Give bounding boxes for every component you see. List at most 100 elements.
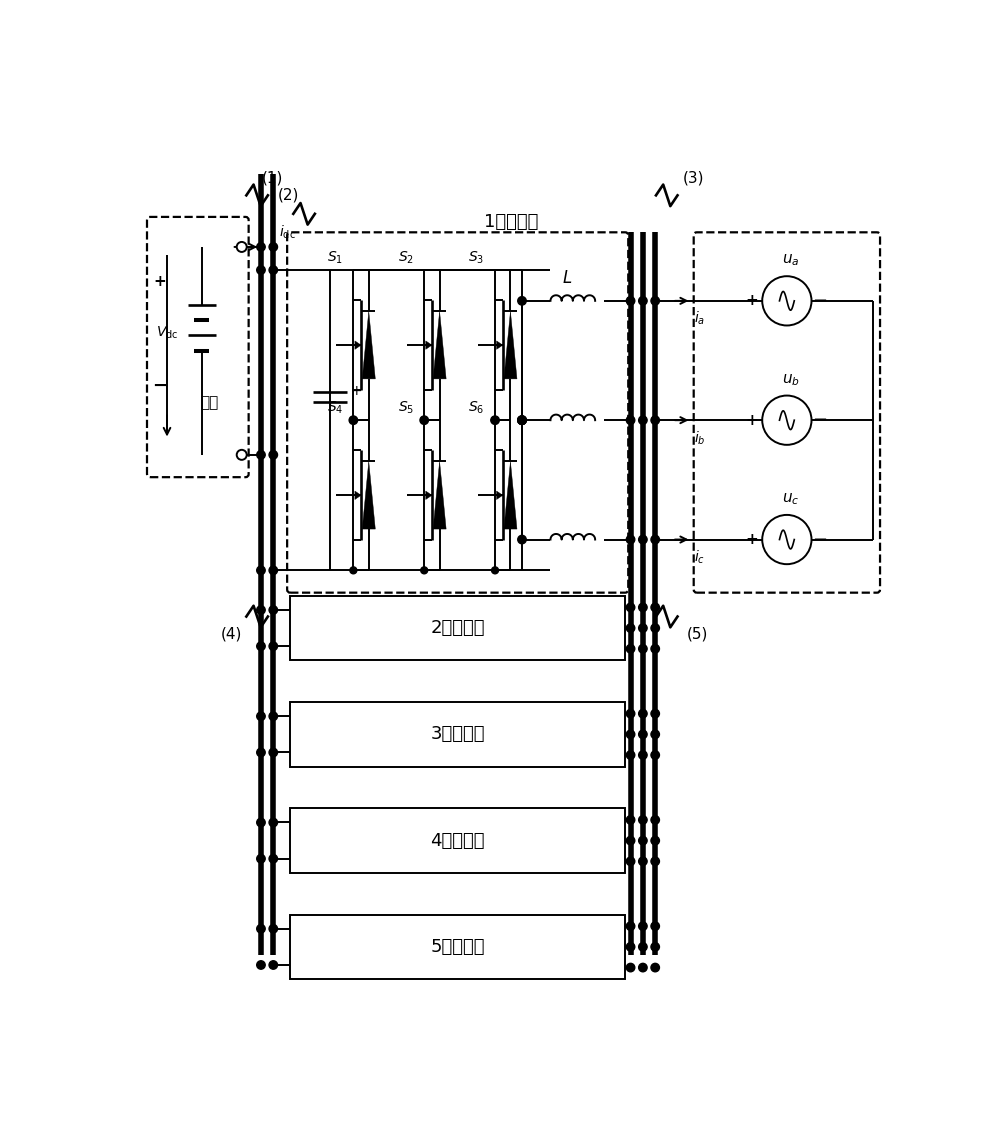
Circle shape (349, 416, 358, 425)
Circle shape (257, 266, 265, 275)
Circle shape (350, 567, 357, 574)
Circle shape (257, 854, 265, 863)
Circle shape (639, 536, 647, 544)
Bar (290, 808, 625, 873)
Polygon shape (362, 312, 375, 379)
Text: 电池: 电池 (201, 395, 219, 410)
Text: 1号变流器: 1号变流器 (485, 213, 539, 231)
Circle shape (257, 642, 265, 650)
Polygon shape (504, 312, 517, 379)
Circle shape (269, 854, 277, 863)
Circle shape (626, 858, 635, 865)
Text: $i_{b}$: $i_{b}$ (694, 429, 706, 447)
Text: 3号变流器: 3号变流器 (430, 725, 485, 743)
Circle shape (651, 416, 659, 425)
Polygon shape (433, 462, 447, 529)
Text: $S_{3}$: $S_{3}$ (469, 250, 485, 266)
Text: $S_{1}$: $S_{1}$ (327, 250, 343, 266)
Circle shape (626, 816, 635, 824)
Circle shape (639, 751, 647, 759)
Text: (4): (4) (221, 627, 242, 641)
Circle shape (651, 963, 659, 972)
Polygon shape (355, 341, 361, 350)
Circle shape (639, 730, 647, 739)
Circle shape (626, 730, 635, 739)
Text: (2): (2) (278, 188, 299, 203)
Circle shape (492, 567, 499, 574)
Circle shape (651, 751, 659, 759)
Polygon shape (425, 341, 431, 350)
Circle shape (651, 730, 659, 739)
Circle shape (518, 416, 526, 425)
Circle shape (651, 858, 659, 865)
Circle shape (651, 297, 659, 305)
Circle shape (518, 297, 526, 305)
Circle shape (257, 818, 265, 826)
Text: $S_{5}$: $S_{5}$ (397, 400, 414, 416)
Bar (290, 915, 625, 980)
Text: −: − (152, 377, 167, 395)
Polygon shape (355, 491, 361, 500)
Polygon shape (504, 462, 517, 529)
Circle shape (269, 925, 277, 933)
Text: $i_{\rm dc}$: $i_{\rm dc}$ (279, 223, 296, 241)
Circle shape (257, 243, 265, 251)
Polygon shape (497, 491, 503, 500)
Text: $S_{6}$: $S_{6}$ (469, 400, 485, 416)
Circle shape (491, 416, 499, 425)
Circle shape (626, 751, 635, 759)
Polygon shape (425, 491, 431, 500)
Text: $i_{a}$: $i_{a}$ (694, 311, 705, 327)
Text: +: + (351, 383, 362, 398)
Circle shape (492, 417, 499, 424)
Circle shape (420, 567, 427, 574)
Circle shape (518, 416, 526, 425)
Circle shape (651, 710, 659, 717)
Circle shape (639, 921, 647, 930)
Circle shape (269, 243, 277, 251)
Text: $S_{4}$: $S_{4}$ (327, 400, 343, 416)
Circle shape (269, 566, 277, 575)
Circle shape (518, 536, 526, 544)
Circle shape (651, 816, 659, 824)
Circle shape (639, 963, 647, 972)
Circle shape (639, 943, 647, 951)
Circle shape (651, 603, 659, 612)
Text: (3): (3) (683, 170, 705, 185)
Circle shape (626, 297, 635, 305)
Polygon shape (362, 462, 375, 529)
Circle shape (651, 624, 659, 632)
Circle shape (626, 921, 635, 930)
Text: 2号变流器: 2号变流器 (430, 619, 485, 637)
Text: $L$: $L$ (562, 269, 573, 287)
Circle shape (639, 624, 647, 632)
Circle shape (651, 536, 659, 544)
Text: +: + (745, 532, 758, 547)
Text: $i_{c}$: $i_{c}$ (694, 549, 705, 566)
Circle shape (639, 297, 647, 305)
Circle shape (626, 536, 635, 544)
Circle shape (651, 645, 659, 654)
Text: +: + (153, 275, 165, 289)
Circle shape (626, 603, 635, 612)
Circle shape (639, 645, 647, 654)
Text: 5号变流器: 5号变流器 (430, 938, 485, 956)
Polygon shape (433, 312, 447, 379)
Circle shape (269, 961, 277, 970)
Text: (5): (5) (686, 627, 709, 641)
Text: $u_{a}$: $u_{a}$ (782, 253, 799, 269)
Circle shape (639, 603, 647, 612)
Polygon shape (497, 341, 503, 350)
Circle shape (420, 417, 427, 424)
Circle shape (257, 925, 265, 933)
Circle shape (518, 416, 526, 425)
Circle shape (350, 417, 357, 424)
Circle shape (626, 624, 635, 632)
Text: −: − (812, 411, 828, 429)
Circle shape (269, 712, 277, 721)
FancyBboxPatch shape (147, 216, 249, 478)
Circle shape (237, 242, 247, 252)
Circle shape (518, 416, 526, 425)
Circle shape (269, 605, 277, 614)
FancyBboxPatch shape (694, 232, 880, 593)
